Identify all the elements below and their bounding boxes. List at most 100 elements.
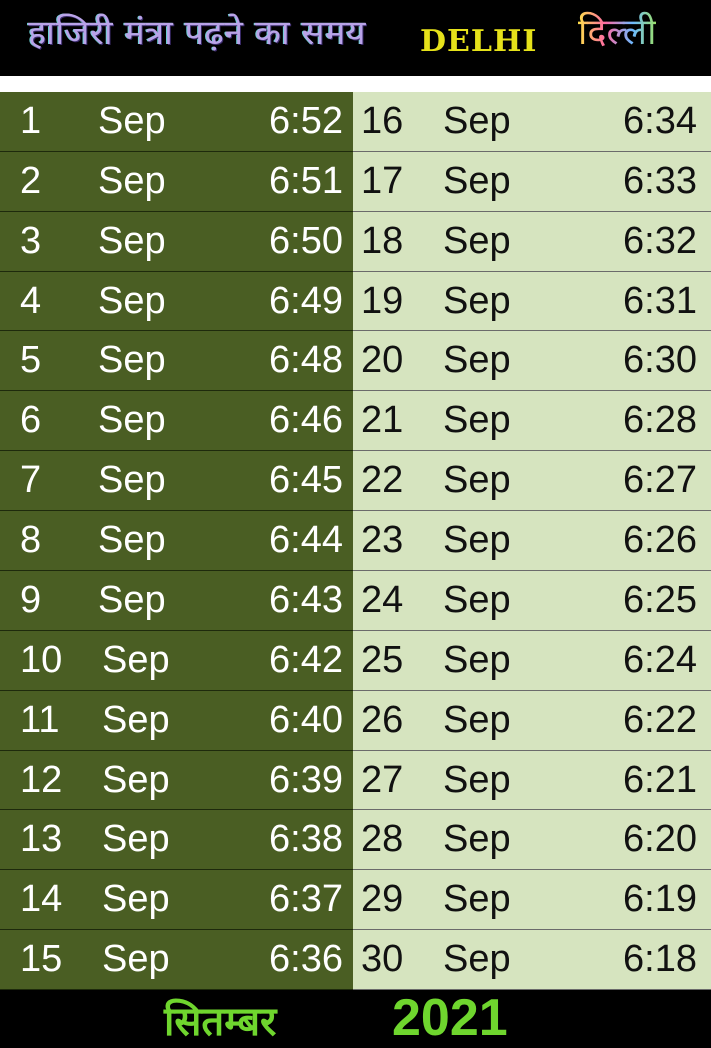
footer-bar: सितम्बर 2021 <box>0 989 711 1047</box>
time-cell: 6:25 <box>623 578 697 621</box>
header-bar: हाजिरी मंत्रा पढ़ने का समय DELHI दिल्ली <box>0 0 711 76</box>
day-cell: 4 <box>20 279 42 322</box>
time-cell: 6:48 <box>269 339 343 382</box>
month-cell: Sep <box>443 219 511 262</box>
month-cell: Sep <box>443 758 511 801</box>
time-cell: 6:27 <box>623 459 697 502</box>
month-cell: Sep <box>443 459 511 502</box>
day-cell: 13 <box>20 818 63 861</box>
day-cell: 16 <box>361 100 404 142</box>
day-cell: 27 <box>361 758 404 801</box>
day-cell: 26 <box>361 698 404 741</box>
table-row: 5 Sep 6:48 <box>0 331 353 392</box>
month-cell: Sep <box>443 399 511 442</box>
table-row: 18 Sep 6:32 <box>353 212 711 272</box>
time-cell: 6:32 <box>623 219 697 262</box>
day-cell: 6 <box>20 399 42 442</box>
time-cell: 6:36 <box>269 938 343 981</box>
day-cell: 28 <box>361 818 404 861</box>
month-cell: Sep <box>443 339 511 382</box>
day-cell: 12 <box>20 758 63 801</box>
day-cell: 8 <box>20 519 42 562</box>
day-cell: 17 <box>361 159 404 202</box>
table-row: 24 Sep 6:25 <box>353 571 711 631</box>
month-cell: Sep <box>443 578 511 621</box>
month-cell: Sep <box>98 159 166 202</box>
table-row: 29 Sep 6:19 <box>353 870 711 931</box>
month-cell: Sep <box>443 100 511 142</box>
time-cell: 6:26 <box>623 519 697 562</box>
time-cell: 6:50 <box>269 219 343 262</box>
table-row: 25 Sep 6:24 <box>353 631 711 691</box>
timetable: 1 Sep 6:52 2 Sep 6:51 3 Sep 6:50 4 Sep 6:49 5 Sep 6:48… <box>0 92 711 990</box>
month-cell: Sep <box>443 818 511 861</box>
time-cell: 6:34 <box>623 100 697 142</box>
timetable-right-column: 16 Sep 6:34 17 Sep 6:33 18 Sep 6:32 19 Sep 6:31 20 Se… <box>353 92 711 990</box>
title-hindi: हाजिरी मंत्रा पढ़ने का समय <box>28 13 367 53</box>
table-row: 11 Sep 6:40 <box>0 691 353 751</box>
month-cell: Sep <box>102 698 170 741</box>
day-cell: 20 <box>361 339 404 382</box>
day-cell: 29 <box>361 878 404 921</box>
month-cell: Sep <box>102 758 170 801</box>
city-hindi-label: दिल्ली <box>578 6 656 55</box>
table-row: 9 Sep 6:43 <box>0 571 353 631</box>
table-row: 27 Sep 6:21 <box>353 751 711 811</box>
month-cell: Sep <box>443 878 511 921</box>
day-cell: 7 <box>20 459 42 502</box>
time-cell: 6:18 <box>623 938 697 981</box>
table-row: 2 Sep 6:51 <box>0 152 353 212</box>
table-row: 17 Sep 6:33 <box>353 152 711 212</box>
header-divider <box>0 76 711 92</box>
timetable-left-column: 1 Sep 6:52 2 Sep 6:51 3 Sep 6:50 4 Sep 6:49 5 Sep 6:48… <box>0 92 353 990</box>
time-cell: 6:52 <box>269 100 343 142</box>
month-cell: Sep <box>443 638 511 681</box>
table-row: 4 Sep 6:49 <box>0 272 353 332</box>
month-cell: Sep <box>102 878 170 921</box>
time-cell: 6:28 <box>623 399 697 442</box>
year-label: 2021 <box>392 989 508 1047</box>
table-row: 1 Sep 6:52 <box>0 92 353 152</box>
table-row: 6 Sep 6:46 <box>0 391 353 452</box>
month-hindi-label: सितम्बर <box>164 999 277 1045</box>
day-cell: 14 <box>20 878 63 921</box>
table-row: 15 Sep 6:36 <box>0 930 353 990</box>
time-cell: 6:21 <box>623 758 697 801</box>
time-cell: 6:43 <box>269 578 343 621</box>
time-cell: 6:39 <box>269 758 343 801</box>
day-cell: 1 <box>20 100 42 142</box>
table-row: 28 Sep 6:20 <box>353 810 711 871</box>
time-cell: 6:49 <box>269 279 343 322</box>
table-row: 19 Sep 6:31 <box>353 272 711 332</box>
time-cell: 6:20 <box>623 818 697 861</box>
day-cell: 3 <box>20 219 42 262</box>
day-cell: 21 <box>361 399 404 442</box>
day-cell: 11 <box>20 698 60 741</box>
month-cell: Sep <box>98 100 166 142</box>
month-cell: Sep <box>102 638 170 681</box>
day-cell: 15 <box>20 938 63 981</box>
time-cell: 6:37 <box>269 878 343 921</box>
month-cell: Sep <box>443 698 511 741</box>
day-cell: 10 <box>20 638 63 681</box>
table-row: 22 Sep 6:27 <box>353 451 711 512</box>
table-row: 14 Sep 6:37 <box>0 870 353 931</box>
day-cell: 18 <box>361 219 404 262</box>
time-cell: 6:30 <box>623 339 697 382</box>
time-cell: 6:24 <box>623 638 697 681</box>
table-row: 3 Sep 6:50 <box>0 212 353 272</box>
day-cell: 19 <box>361 279 404 322</box>
table-row: 8 Sep 6:44 <box>0 511 353 571</box>
month-cell: Sep <box>102 938 170 981</box>
day-cell: 2 <box>20 159 42 202</box>
month-cell: Sep <box>443 159 511 202</box>
time-cell: 6:42 <box>269 638 343 681</box>
month-cell: Sep <box>443 279 511 322</box>
table-row: 21 Sep 6:28 <box>353 391 711 452</box>
time-cell: 6:22 <box>623 698 697 741</box>
month-cell: Sep <box>98 519 166 562</box>
city-english-label: DELHI <box>420 24 538 59</box>
day-cell: 22 <box>361 459 404 502</box>
day-cell: 5 <box>20 339 42 382</box>
table-row: 7 Sep 6:45 <box>0 451 353 512</box>
